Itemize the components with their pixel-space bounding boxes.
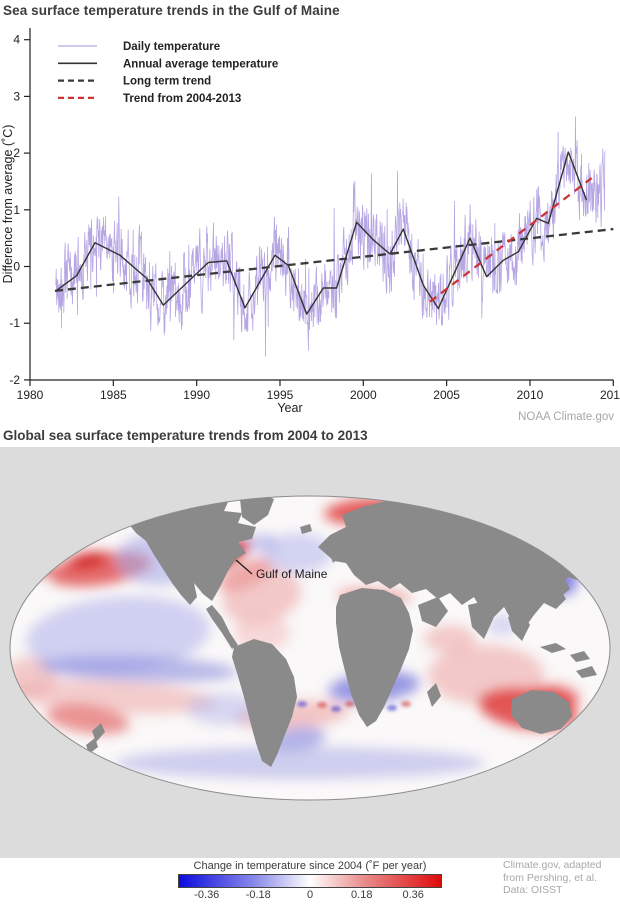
region-labrador-cool (246, 534, 278, 552)
y-axis-label: Difference from average (˚C) (1, 125, 15, 284)
globe-outline (9, 495, 611, 801)
eddy (297, 701, 307, 707)
gulf-of-maine-label: Gulf of Maine (256, 567, 328, 581)
annual-series-line (56, 151, 588, 315)
sst-timeseries-panel: Sea surface temperature trends in the Gu… (0, 0, 620, 428)
y-tick-label: 0 (13, 260, 20, 274)
region-gulf-stream-warm (218, 558, 274, 592)
global-sst-map-panel: Gulf of Maine (0, 447, 620, 858)
x-tick-label: 1990 (183, 388, 210, 402)
land-mass (336, 588, 413, 727)
land-mass (86, 738, 98, 754)
eddy (317, 702, 327, 708)
eddy (345, 701, 355, 707)
y-tick-label: 4 (13, 33, 20, 47)
region-southern-ocean-cool-band (115, 747, 485, 779)
land-mass (508, 611, 530, 641)
region-central-pacific-cool (26, 596, 210, 674)
x-tick-label: 1985 (100, 388, 127, 402)
colorbar-gradient (178, 874, 442, 888)
land-mass (206, 605, 238, 649)
global-sst-map: Gulf of Maine (9, 495, 611, 801)
gulf-of-maine-leader-line (235, 559, 253, 575)
x-axis-label: Year (277, 401, 302, 412)
daily-series-line (55, 116, 606, 357)
land-mass (468, 601, 494, 639)
region-s-pacific-warm-core (46, 703, 130, 735)
timeseries-chart: -2 -1 0 1 2 3 4 1980 1985 1990 1995 2000 2005 2010 201… (1, 28, 620, 412)
map-credit-line: from Pershing, et al. (503, 871, 597, 884)
legend-label: Annual average temperature (123, 58, 278, 70)
colorbar-tick-label: 0.18 (351, 889, 373, 901)
land-mass (232, 639, 297, 767)
colorbar-ticks: -0.36 -0.18 0 0.18 0.36 (178, 888, 442, 903)
land-mass (556, 581, 570, 597)
x-tick-label: 2010 (517, 388, 544, 402)
x-tick-label: 2015 (600, 388, 620, 402)
region-kamchatka-coast-warm (31, 559, 49, 575)
region-s-pacific-cool-band (38, 655, 238, 683)
colorbar-block: Change in temperature since 2004 (˚F per… (178, 860, 442, 903)
timeseries-title: Sea surface temperature trends in the Gu… (3, 3, 340, 18)
y-tick-label: 2 (13, 146, 20, 160)
trend-2004-2013-line (429, 177, 593, 303)
long-term-trend-line (54, 227, 614, 293)
land-mass (240, 496, 274, 525)
land-mass (540, 643, 566, 653)
eddy (401, 701, 411, 707)
axes: -2 -1 0 1 2 3 4 1980 1985 1990 1995 2000 2005 2010 201… (9, 28, 620, 402)
legend-label: Long term trend (123, 76, 211, 88)
x-tick-label: 1995 (267, 388, 294, 402)
land-mass (128, 499, 256, 605)
land-mass (92, 723, 105, 742)
y-axis: -2 -1 0 1 2 3 4 (9, 33, 30, 387)
y-tick-label: 1 (13, 203, 20, 217)
colorbar-tick-label: -0.36 (194, 889, 220, 901)
map-footer: Change in temperature since 2004 (˚F per… (0, 858, 620, 908)
eddy (331, 706, 341, 712)
legend-label: Daily temperature (123, 41, 220, 53)
legend-label: Trend from 2004-2013 (123, 93, 241, 105)
y-tick-label: 3 (13, 89, 20, 103)
noaa-credit: NOAA Climate.gov (518, 411, 614, 423)
map-credit-line: Data: OISST (503, 884, 563, 896)
map-credit-line: Climate.gov, adapted (503, 859, 602, 871)
x-tick-label: 2000 (350, 388, 377, 402)
map-credit: Climate.gov, adapted from Pershing, et a… (503, 859, 601, 897)
x-tick-label: 1980 (17, 388, 44, 402)
land-mass (576, 666, 597, 678)
x-axis: 1980 1985 1990 1995 2000 2005 2010 2015 (17, 380, 620, 402)
region-arabian-sea-warm (424, 625, 476, 653)
land-mass (570, 651, 590, 662)
colorbar-tick-label: -0.18 (245, 889, 271, 901)
colorbar-tick-label: 0.36 (402, 889, 424, 901)
legend: Daily temperature Annual average temperat… (58, 41, 278, 105)
y-tick-label: -2 (9, 373, 20, 387)
y-tick-label: -1 (9, 316, 20, 330)
land-mass (427, 683, 441, 707)
region-se-pacific-cool (187, 693, 263, 725)
region-nw-pacific-warm-core (68, 552, 108, 568)
map-title: Global sea surface temperature trends fr… (3, 428, 368, 443)
x-tick-label: 2005 (433, 388, 460, 402)
map-title-block: Global sea surface temperature trends fr… (0, 428, 620, 447)
land-mass (418, 597, 448, 627)
globe (10, 496, 610, 800)
land-mass (300, 524, 312, 534)
land-mass (511, 690, 572, 734)
eddy (387, 705, 397, 711)
colorbar-tick-label: 0 (306, 889, 314, 901)
region-n-atlantic-cool (264, 533, 332, 573)
region-nw-atlantic-warm (222, 569, 302, 625)
colorbar-label: Change in temperature since 2004 (˚F per… (193, 860, 427, 872)
